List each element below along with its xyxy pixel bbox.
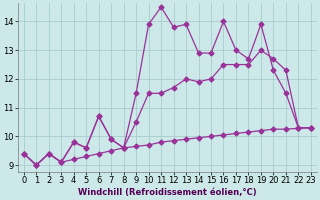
X-axis label: Windchill (Refroidissement éolien,°C): Windchill (Refroidissement éolien,°C)	[78, 188, 257, 197]
